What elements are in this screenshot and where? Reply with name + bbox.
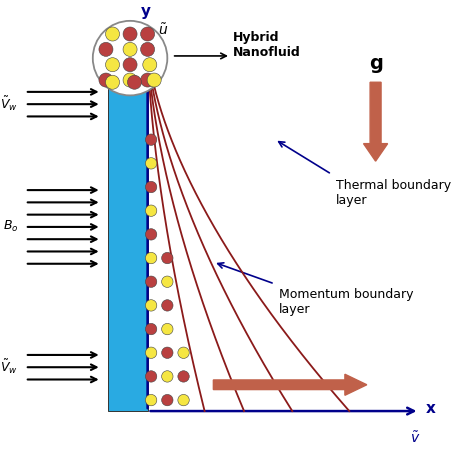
Text: x: x	[426, 401, 436, 416]
Circle shape	[146, 395, 157, 406]
Circle shape	[178, 347, 189, 359]
Circle shape	[146, 158, 157, 169]
Circle shape	[146, 323, 157, 335]
Circle shape	[162, 253, 173, 264]
Circle shape	[146, 347, 157, 359]
Circle shape	[141, 27, 155, 41]
Circle shape	[146, 300, 157, 311]
Circle shape	[162, 300, 173, 311]
Circle shape	[93, 21, 167, 96]
Circle shape	[162, 276, 173, 287]
Bar	[108, 43, 147, 411]
Circle shape	[146, 253, 157, 264]
Circle shape	[146, 229, 157, 240]
Circle shape	[106, 58, 119, 72]
Circle shape	[106, 27, 119, 41]
Circle shape	[162, 395, 173, 406]
Circle shape	[99, 73, 113, 87]
Circle shape	[106, 75, 119, 89]
Text: $\tilde{V}_w$: $\tilde{V}_w$	[0, 358, 18, 377]
FancyArrow shape	[364, 82, 388, 161]
FancyArrow shape	[213, 374, 367, 395]
Circle shape	[146, 205, 157, 216]
Circle shape	[162, 371, 173, 382]
Circle shape	[162, 323, 173, 335]
Circle shape	[178, 371, 189, 382]
Circle shape	[141, 42, 155, 56]
Circle shape	[123, 73, 137, 87]
Text: Hybrid
Nanofluid: Hybrid Nanofluid	[233, 31, 301, 59]
Circle shape	[123, 27, 137, 41]
Text: y: y	[140, 4, 150, 18]
Circle shape	[146, 181, 157, 193]
Circle shape	[143, 58, 157, 72]
Circle shape	[146, 371, 157, 382]
Circle shape	[128, 75, 141, 89]
Text: $\tilde{V}_w$: $\tilde{V}_w$	[0, 95, 18, 113]
Text: Thermal boundary
layer: Thermal boundary layer	[336, 179, 451, 207]
Text: $\tilde{u}$: $\tilde{u}$	[158, 23, 168, 38]
Circle shape	[99, 42, 113, 56]
Circle shape	[141, 73, 155, 87]
Circle shape	[123, 42, 137, 56]
Circle shape	[146, 276, 157, 287]
Circle shape	[146, 134, 157, 145]
Text: $\tilde{v}$: $\tilde{v}$	[410, 431, 420, 446]
Text: $B_o$: $B_o$	[3, 219, 18, 235]
Circle shape	[147, 73, 161, 87]
Circle shape	[123, 58, 137, 72]
Circle shape	[178, 395, 189, 406]
Circle shape	[162, 347, 173, 359]
Text: g: g	[369, 55, 383, 74]
Text: Momentum boundary
layer: Momentum boundary layer	[279, 288, 414, 316]
